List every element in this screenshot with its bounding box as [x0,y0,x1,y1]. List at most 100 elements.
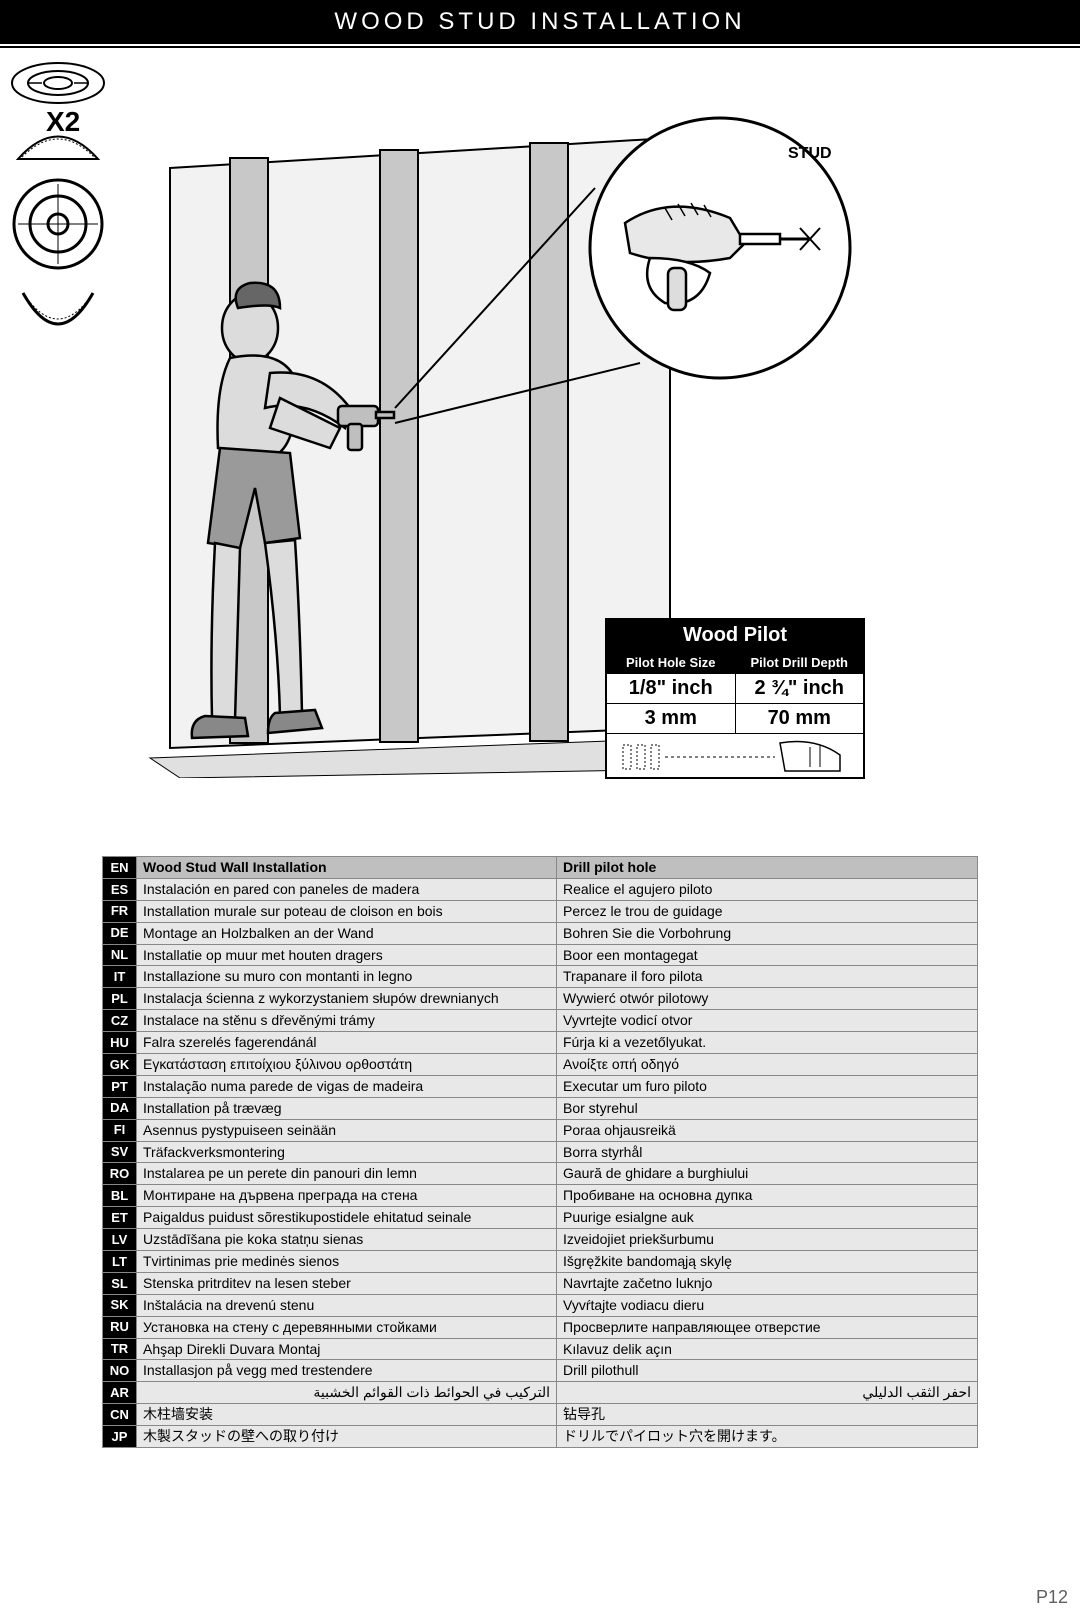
lang-left-text: Instalace na stěnu s dřevěnými trámy [137,1010,557,1032]
lang-code: DE [103,922,137,944]
lang-right-text: Puurige esialgne auk [557,1207,978,1229]
table-row: JP木製スタッドの壁への取り付けドリルでパイロット穴を開けます。 [103,1426,978,1448]
lang-code: DA [103,1097,137,1119]
pilot-depth-mm: 70 mm [735,703,864,733]
table-row: PLInstalacja ścienna z wykorzystaniem sł… [103,988,978,1010]
table-row: ENWood Stud Wall InstallationDrill pilot… [103,857,978,879]
lang-right-text: Пробиване на основна дупка [557,1185,978,1207]
lang-code: PL [103,988,137,1010]
lang-right-text: Izveidojiet priekšurbumu [557,1229,978,1251]
lang-left-text: Εγκατάσταση επιτοίχιου ξύλινου ορθοστάτη [137,1054,557,1076]
page-title: WOOD STUD INSTALLATION [334,8,745,35]
lang-right-text: Navrtajte začetno luknjo [557,1272,978,1294]
lang-code: ET [103,1207,137,1229]
lang-left-text: Asennus pystypuiseen seinään [137,1119,557,1141]
table-row: LVUzstādīšana pie koka statņu sienasIzve… [103,1229,978,1251]
lang-right-text: ドリルでパイロット穴を開けます。 [557,1426,978,1448]
lang-code: GK [103,1054,137,1076]
svg-text:STUD: STUD [788,145,832,162]
lang-right-text: Realice el agujero piloto [557,878,978,900]
lang-code: TR [103,1338,137,1360]
lang-right-text: Vyvrtejte vodicí otvor [557,1010,978,1032]
lang-left-text: Instalação numa parede de vigas de madei… [137,1075,557,1097]
lang-code: LV [103,1229,137,1251]
lang-code: NL [103,944,137,966]
lang-code: BL [103,1185,137,1207]
table-row: ITInstallazione su muro con montanti in … [103,966,978,988]
lang-right-text: Išgręžkite bandomąją skylę [557,1251,978,1273]
lang-code: JP [103,1426,137,1448]
washer-icon [8,58,108,108]
lang-left-text: Монтиране на дървена преграда на стена [137,1185,557,1207]
pilot-size-header: Pilot Hole Size [607,651,735,673]
lang-right-text: Borra styrhål [557,1141,978,1163]
lang-code: RO [103,1163,137,1185]
lang-code: EN [103,857,137,879]
lang-code: SV [103,1141,137,1163]
lang-code: SL [103,1272,137,1294]
hardware-qty: X2 [46,106,80,138]
lang-right-text: Ανοίξτε οπή οδηγό [557,1054,978,1076]
lang-code: SK [103,1294,137,1316]
lang-left-text: 木柱墙安装 [137,1404,557,1426]
lang-left-text: Inštalácia na drevenú stenu [137,1294,557,1316]
table-row: PTInstalação numa parede de vigas de mad… [103,1075,978,1097]
table-row: GKΕγκατάσταση επιτοίχιου ξύλινου ορθοστά… [103,1054,978,1076]
lang-right-text: احفر الثقب الدليلي [557,1382,978,1404]
target-icon [8,174,108,274]
lang-left-text: Falra szerelés fagerendánál [137,1032,557,1054]
lang-right-text: Kılavuz delik açın [557,1338,978,1360]
table-row: LTTvirtinimas prie medinės sienosIšgręžk… [103,1251,978,1273]
lang-left-text: Träfackverksmontering [137,1141,557,1163]
table-row: NOInstallasjon på vegg med trestendereDr… [103,1360,978,1382]
lang-right-text: Executar um furo piloto [557,1075,978,1097]
table-row: FRInstallation murale sur poteau de cloi… [103,900,978,922]
lang-left-text: Stenska pritrditev na lesen steber [137,1272,557,1294]
table-row: DEMontage an Holzbalken an der WandBohre… [103,922,978,944]
lang-right-text: Gaură de ghidare a burghiului [557,1163,978,1185]
lang-code: FI [103,1119,137,1141]
table-row: ETPaigaldus puidust sõrestikupostidele e… [103,1207,978,1229]
lang-left-text: Ahşap Direkli Duvara Montaj [137,1338,557,1360]
wood-pilot-title: Wood Pilot [607,620,863,651]
lang-right-text: Просверлите направляющее отверстие [557,1316,978,1338]
pilot-depth-diagram [607,733,863,777]
table-row: CZInstalace na stěnu s dřevěnými trámyVy… [103,1010,978,1032]
table-row: NLInstallatie op muur met houten dragers… [103,944,978,966]
lang-code: RU [103,1316,137,1338]
lang-left-text: Tvirtinimas prie medinės sienos [137,1251,557,1273]
lang-left-text: Instalarea pe un perete din panouri din … [137,1163,557,1185]
lang-left-text: Paigaldus puidust sõrestikupostidele ehi… [137,1207,557,1229]
lang-right-text: Bor styrehul [557,1097,978,1119]
illustration-area: X2 [0,48,1080,838]
table-row: CN木柱墙安装钻导孔 [103,1404,978,1426]
lang-code: HU [103,1032,137,1054]
pilot-size-mm: 3 mm [607,703,735,733]
lang-code: ES [103,878,137,900]
lang-right-text: Vyvŕtajte vodiacu dieru [557,1294,978,1316]
lang-right-text: 钻导孔 [557,1404,978,1426]
table-row: TRAhşap Direkli Duvara MontajKılavuz del… [103,1338,978,1360]
bracket-icon [8,285,108,355]
lang-left-text: Installatie op muur met houten dragers [137,944,557,966]
lang-left-text: Installation på trævæg [137,1097,557,1119]
table-row: ARالتركيب في الحوائط ذات القوائم الخشبية… [103,1382,978,1404]
table-row: SLStenska pritrditev na lesen steberNavr… [103,1272,978,1294]
lang-right-text: Wywierć otwór pilotowy [557,988,978,1010]
lang-left-text: Instalacja ścienna z wykorzystaniem słup… [137,988,557,1010]
lang-right-text: Poraa ohjausreikä [557,1119,978,1141]
table-row: FIAsennus pystypuiseen seinäänPoraa ohja… [103,1119,978,1141]
lang-left-text: Wood Stud Wall Installation [137,857,557,879]
lang-code: LT [103,1251,137,1273]
lang-left-text: Installasjon på vegg med trestendere [137,1360,557,1382]
lang-left-text: Установка на стену с деревянными стойкам… [137,1316,557,1338]
lang-right-text: Fúrja ki a vezetőlyukat. [557,1032,978,1054]
lang-code: CN [103,1404,137,1426]
table-row: RUУстановка на стену с деревянными стойк… [103,1316,978,1338]
lang-right-text: Drill pilothull [557,1360,978,1382]
table-row: ESInstalación en pared con paneles de ma… [103,878,978,900]
table-row: SKInštalácia na drevenú stenuVyvŕtajte v… [103,1294,978,1316]
hardware-icons: X2 [8,58,118,366]
table-row: DAInstallation på trævægBor styrehul [103,1097,978,1119]
lang-code: AR [103,1382,137,1404]
